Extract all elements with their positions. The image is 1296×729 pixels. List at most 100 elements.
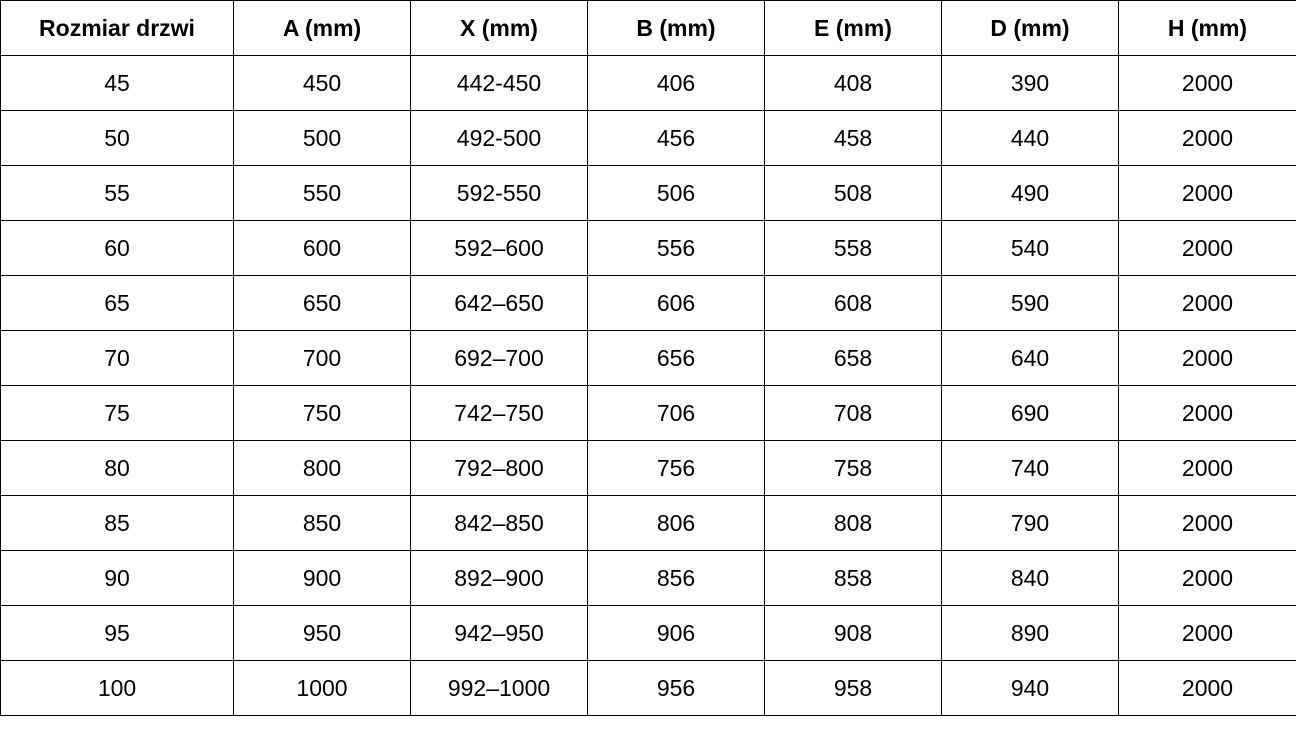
cell-b: 456 [587, 110, 765, 166]
cell-d: 740 [941, 440, 1119, 496]
cell-a: 950 [233, 605, 411, 661]
cell-a: 750 [233, 385, 411, 441]
cell-h: 2000 [1118, 220, 1296, 276]
cell-d: 890 [941, 605, 1119, 661]
cell-x: 742–750 [410, 385, 588, 441]
cell-door-size: 65 [0, 275, 234, 331]
cell-e: 808 [764, 495, 942, 551]
cell-a: 1000 [233, 660, 411, 716]
cell-e: 608 [764, 275, 942, 331]
table-row: 85 850 842–850 806 808 790 2000 [0, 495, 1296, 551]
cell-x: 692–700 [410, 330, 588, 386]
cell-door-size: 100 [0, 660, 234, 716]
cell-d: 840 [941, 550, 1119, 606]
cell-door-size: 70 [0, 330, 234, 386]
table-row: 100 1000 992–1000 956 958 940 2000 [0, 660, 1296, 716]
cell-x: 442-450 [410, 55, 588, 111]
cell-e: 758 [764, 440, 942, 496]
header-e: E (mm) [764, 0, 942, 56]
cell-door-size: 55 [0, 165, 234, 221]
cell-x: 492-500 [410, 110, 588, 166]
table-row: 50 500 492-500 456 458 440 2000 [0, 110, 1296, 166]
cell-d: 390 [941, 55, 1119, 111]
cell-e: 908 [764, 605, 942, 661]
cell-x: 942–950 [410, 605, 588, 661]
table-body: 45 450 442-450 406 408 390 2000 50 500 492-500 456… [0, 55, 1296, 716]
cell-door-size: 95 [0, 605, 234, 661]
table-row: 80 800 792–800 756 758 740 2000 [0, 440, 1296, 496]
cell-h: 2000 [1118, 605, 1296, 661]
cell-e: 458 [764, 110, 942, 166]
header-h: H (mm) [1118, 0, 1296, 56]
cell-door-size: 75 [0, 385, 234, 441]
cell-b: 906 [587, 605, 765, 661]
cell-a: 900 [233, 550, 411, 606]
table-row: 70 700 692–700 656 658 640 2000 [0, 330, 1296, 386]
cell-a: 650 [233, 275, 411, 331]
cell-h: 2000 [1118, 55, 1296, 111]
cell-h: 2000 [1118, 165, 1296, 221]
cell-a: 500 [233, 110, 411, 166]
header-d: D (mm) [941, 0, 1119, 56]
table-row: 95 950 942–950 906 908 890 2000 [0, 605, 1296, 661]
cell-a: 600 [233, 220, 411, 276]
cell-h: 2000 [1118, 110, 1296, 166]
header-a: A (mm) [233, 0, 411, 56]
header-x: X (mm) [410, 0, 588, 56]
cell-x: 592-550 [410, 165, 588, 221]
cell-h: 2000 [1118, 440, 1296, 496]
cell-d: 940 [941, 660, 1119, 716]
table-row: 65 650 642–650 606 608 590 2000 [0, 275, 1296, 331]
cell-door-size: 85 [0, 495, 234, 551]
cell-h: 2000 [1118, 330, 1296, 386]
cell-e: 958 [764, 660, 942, 716]
cell-x: 792–800 [410, 440, 588, 496]
cell-x: 592–600 [410, 220, 588, 276]
header-door-size: Rozmiar drzwi [0, 0, 234, 56]
cell-b: 606 [587, 275, 765, 331]
cell-x: 892–900 [410, 550, 588, 606]
cell-d: 490 [941, 165, 1119, 221]
cell-d: 590 [941, 275, 1119, 331]
cell-b: 806 [587, 495, 765, 551]
cell-h: 2000 [1118, 660, 1296, 716]
table-row: 55 550 592-550 506 508 490 2000 [0, 165, 1296, 221]
cell-d: 440 [941, 110, 1119, 166]
cell-a: 550 [233, 165, 411, 221]
cell-x: 842–850 [410, 495, 588, 551]
cell-door-size: 60 [0, 220, 234, 276]
cell-door-size: 80 [0, 440, 234, 496]
cell-e: 508 [764, 165, 942, 221]
cell-a: 700 [233, 330, 411, 386]
table-row: 45 450 442-450 406 408 390 2000 [0, 55, 1296, 111]
cell-e: 858 [764, 550, 942, 606]
cell-door-size: 90 [0, 550, 234, 606]
cell-b: 656 [587, 330, 765, 386]
header-b: B (mm) [587, 0, 765, 56]
cell-d: 640 [941, 330, 1119, 386]
cell-d: 540 [941, 220, 1119, 276]
table-row: 75 750 742–750 706 708 690 2000 [0, 385, 1296, 441]
cell-e: 708 [764, 385, 942, 441]
cell-e: 658 [764, 330, 942, 386]
cell-a: 450 [233, 55, 411, 111]
cell-b: 956 [587, 660, 765, 716]
cell-d: 690 [941, 385, 1119, 441]
table-row: 90 900 892–900 856 858 840 2000 [0, 550, 1296, 606]
cell-b: 756 [587, 440, 765, 496]
cell-b: 506 [587, 165, 765, 221]
cell-x: 642–650 [410, 275, 588, 331]
cell-e: 558 [764, 220, 942, 276]
cell-door-size: 50 [0, 110, 234, 166]
cell-b: 406 [587, 55, 765, 111]
cell-door-size: 45 [0, 55, 234, 111]
cell-e: 408 [764, 55, 942, 111]
cell-a: 800 [233, 440, 411, 496]
cell-x: 992–1000 [410, 660, 588, 716]
table-row: 60 600 592–600 556 558 540 2000 [0, 220, 1296, 276]
cell-d: 790 [941, 495, 1119, 551]
cell-h: 2000 [1118, 275, 1296, 331]
cell-h: 2000 [1118, 385, 1296, 441]
cell-b: 856 [587, 550, 765, 606]
